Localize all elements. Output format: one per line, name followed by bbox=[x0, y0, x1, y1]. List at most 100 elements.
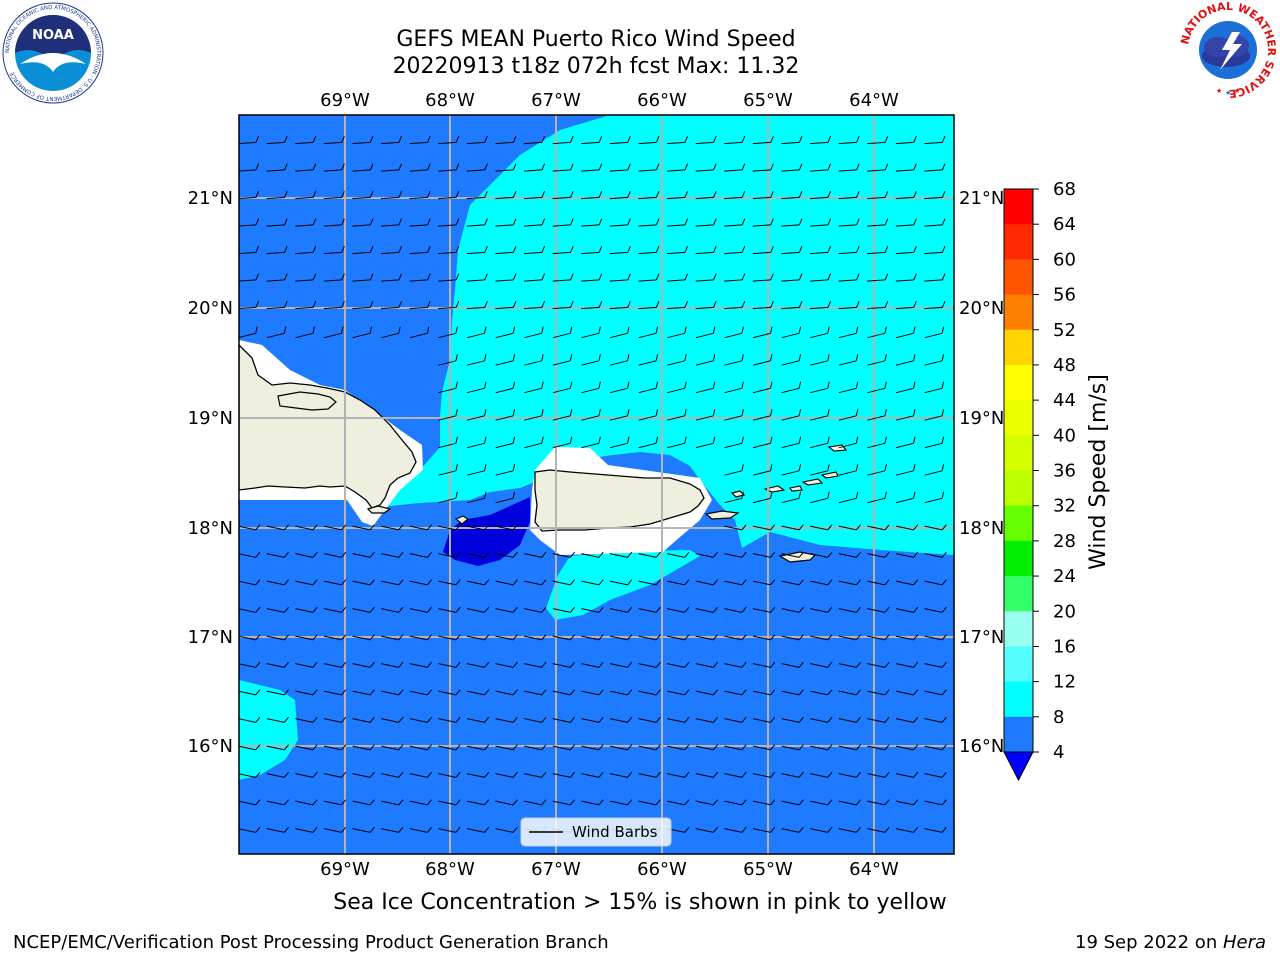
wind-barb bbox=[438, 245, 460, 255]
wind-barb bbox=[323, 661, 347, 668]
wind-barb bbox=[781, 491, 802, 504]
wind-barb bbox=[409, 771, 432, 778]
wind-barb bbox=[752, 218, 774, 227]
wind-barb bbox=[409, 190, 431, 200]
wind-barb bbox=[266, 634, 289, 641]
wind-barb bbox=[781, 218, 803, 227]
wind-barb bbox=[609, 634, 633, 641]
wind-barb bbox=[781, 634, 804, 641]
wind-barb bbox=[609, 381, 630, 394]
land-tortola bbox=[801, 478, 824, 486]
wind-barb bbox=[895, 190, 917, 200]
wind-barb bbox=[323, 606, 347, 613]
lat-label-left: 21°N bbox=[188, 188, 233, 209]
wind-barb bbox=[924, 524, 947, 531]
wind-barb bbox=[409, 218, 431, 227]
wind-barb bbox=[638, 606, 661, 613]
lat-labels-left: 21°N 20°N 19°N 18°N 17°N 16°N bbox=[188, 188, 233, 757]
wind-barb bbox=[581, 300, 603, 310]
wind-barb bbox=[352, 744, 375, 751]
wind-barb bbox=[838, 436, 859, 449]
land-culebra bbox=[730, 490, 746, 498]
wind-barb bbox=[667, 354, 687, 366]
wind-barb bbox=[581, 354, 601, 366]
wind-barb bbox=[352, 218, 374, 227]
wind-barb bbox=[381, 326, 401, 339]
wind-barb bbox=[895, 579, 919, 586]
wind-barb bbox=[638, 326, 659, 339]
wind-barb bbox=[724, 218, 746, 227]
wind-field-below-4 bbox=[443, 497, 530, 566]
wind-barb bbox=[581, 163, 603, 172]
lon-label-top: 66°W bbox=[637, 90, 687, 111]
wind-barb bbox=[724, 551, 747, 558]
wind-barb bbox=[695, 436, 716, 449]
wind-barb bbox=[266, 135, 288, 145]
wind-barb bbox=[266, 190, 288, 200]
wind-barb bbox=[867, 273, 889, 282]
wind-barb bbox=[724, 300, 746, 310]
wind-barb bbox=[695, 300, 717, 310]
wind-barb bbox=[838, 716, 861, 723]
colorbar-tick-label: 24 bbox=[1053, 566, 1076, 587]
wind-barb bbox=[438, 771, 461, 778]
wind-barb bbox=[781, 771, 804, 778]
colorbar-tick-label: 64 bbox=[1053, 214, 1076, 235]
wind-barb bbox=[609, 716, 633, 723]
wind-barb bbox=[638, 381, 659, 394]
wind-barb bbox=[838, 218, 860, 227]
wind-barb bbox=[638, 634, 661, 641]
wind-barb bbox=[295, 245, 317, 255]
wind-barb bbox=[523, 218, 546, 227]
wind-barb bbox=[724, 524, 747, 531]
wind-barb bbox=[323, 190, 345, 200]
wind-barb bbox=[295, 300, 317, 310]
wind-barb bbox=[695, 354, 716, 366]
wind-barb bbox=[609, 218, 631, 227]
wind-barb bbox=[239, 190, 260, 200]
wind-barb bbox=[666, 190, 689, 200]
wind-barb bbox=[838, 300, 860, 310]
footer-date-text: 19 Sep 2022 on bbox=[1075, 932, 1223, 953]
wind-barb bbox=[781, 606, 804, 613]
wind-barb bbox=[409, 163, 431, 172]
wind-barb bbox=[438, 744, 461, 751]
wind-barb bbox=[352, 190, 374, 200]
wind-barb bbox=[695, 409, 716, 421]
wind-barb bbox=[752, 689, 776, 696]
lon-label-bottom: 67°W bbox=[531, 859, 581, 880]
wind-barb bbox=[924, 579, 947, 586]
wind-barb bbox=[524, 689, 547, 696]
wind-barb bbox=[867, 436, 887, 449]
wind-barb bbox=[609, 436, 630, 449]
wind-barb bbox=[724, 689, 747, 696]
wind-barb bbox=[523, 163, 546, 172]
wind-barb bbox=[438, 190, 460, 200]
wind-barb bbox=[924, 551, 947, 558]
wind-barb bbox=[638, 436, 659, 449]
wind-barb bbox=[781, 190, 803, 200]
wind-barb bbox=[466, 799, 490, 806]
wind-barb bbox=[638, 273, 660, 282]
wind-barb bbox=[895, 661, 919, 668]
wind-barb bbox=[838, 190, 860, 200]
wind-barb bbox=[924, 799, 947, 806]
wind-barb bbox=[266, 273, 288, 282]
colorbar-tick-label: 12 bbox=[1053, 672, 1076, 693]
wind-barb bbox=[810, 826, 833, 833]
wind-barb bbox=[895, 464, 916, 476]
wind-barb bbox=[409, 799, 432, 806]
wind-barb bbox=[466, 551, 490, 558]
wind-barb bbox=[409, 716, 432, 723]
wind-barb bbox=[867, 744, 890, 751]
wind-barb bbox=[438, 689, 461, 696]
wind-barb bbox=[466, 744, 490, 751]
wind-barb bbox=[438, 606, 461, 613]
wind-barb bbox=[838, 524, 861, 531]
wind-barb bbox=[409, 744, 432, 751]
wind-barb bbox=[924, 135, 946, 145]
wind-barb bbox=[867, 524, 890, 531]
wind-barb bbox=[695, 245, 717, 255]
wind-barb bbox=[581, 771, 604, 778]
wind-barb bbox=[295, 326, 315, 339]
